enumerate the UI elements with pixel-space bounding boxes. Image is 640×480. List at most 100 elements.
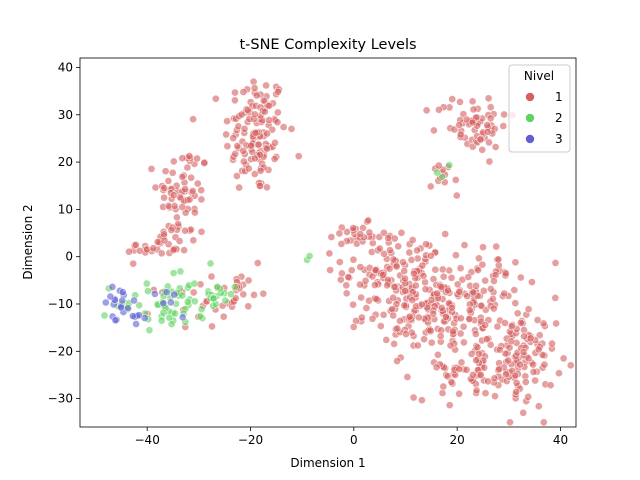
data-point-level-1 xyxy=(379,228,388,237)
data-point-level-1 xyxy=(452,191,461,200)
data-point-level-1 xyxy=(356,263,365,271)
data-point-level-1 xyxy=(501,349,510,358)
data-point-level-1 xyxy=(390,339,398,348)
data-point-level-1 xyxy=(403,373,412,381)
data-point-level-1 xyxy=(529,367,538,376)
data-point-level-1 xyxy=(539,319,548,328)
data-point-level-1 xyxy=(383,281,391,290)
data-point-level-1 xyxy=(432,363,441,372)
data-point-level-2 xyxy=(196,312,205,321)
data-point-level-2 xyxy=(206,259,215,268)
chart-title: t-SNE Complexity Levels xyxy=(239,37,416,53)
data-point-level-1 xyxy=(402,330,410,338)
data-point-level-3 xyxy=(130,296,138,305)
data-point-level-1 xyxy=(397,228,406,237)
data-point-level-2 xyxy=(178,291,187,300)
data-point-level-1 xyxy=(512,378,521,387)
data-point-level-1 xyxy=(393,324,402,333)
data-point-level-1 xyxy=(459,322,468,331)
data-point-level-1 xyxy=(250,290,258,299)
data-point-level-1 xyxy=(153,237,162,246)
data-point-level-1 xyxy=(448,303,456,312)
y-axis-title: Dimension 2 xyxy=(21,204,35,279)
data-point-level-1 xyxy=(167,226,176,234)
data-point-level-1 xyxy=(482,335,491,344)
data-point-level-1 xyxy=(463,292,472,301)
x-axis-title: Dimension 1 xyxy=(290,456,365,470)
data-point-level-3 xyxy=(178,313,187,322)
data-point-level-1 xyxy=(478,145,487,154)
data-point-level-1 xyxy=(239,146,248,155)
data-point-level-1 xyxy=(488,294,497,303)
data-point-level-1 xyxy=(368,272,377,281)
data-point-level-1 xyxy=(529,360,537,369)
data-point-level-2 xyxy=(176,267,185,276)
plot-frame xyxy=(79,57,577,428)
data-point-level-1 xyxy=(259,96,268,105)
data-point-level-1 xyxy=(256,166,265,175)
legend-label: 3 xyxy=(555,132,563,146)
data-point-level-1 xyxy=(200,159,209,167)
data-point-level-1 xyxy=(235,183,243,192)
data-point-level-1 xyxy=(500,289,509,298)
data-point-level-1 xyxy=(546,381,555,390)
data-point-level-1 xyxy=(437,303,446,312)
data-point-level-1 xyxy=(211,94,220,103)
data-point-level-1 xyxy=(143,245,151,254)
data-point-level-1 xyxy=(244,276,253,285)
data-point-level-1 xyxy=(384,234,393,242)
data-point-level-1 xyxy=(181,185,190,193)
data-point-level-1 xyxy=(253,259,262,267)
data-point-level-1 xyxy=(401,287,410,295)
data-point-level-1 xyxy=(474,254,483,263)
data-point-level-1 xyxy=(456,314,465,323)
data-point-level-1 xyxy=(365,228,374,237)
data-point-level-1 xyxy=(371,266,380,274)
data-point-level-1 xyxy=(349,322,358,331)
x-tick-label: 40 xyxy=(553,433,568,447)
data-point-level-3 xyxy=(108,282,117,291)
data-point-level-1 xyxy=(405,312,414,321)
data-point-level-1 xyxy=(516,360,524,369)
data-point-level-1 xyxy=(539,418,548,427)
y-tick-label: −30 xyxy=(48,392,73,406)
data-point-level-1 xyxy=(390,283,399,291)
data-point-level-1 xyxy=(511,371,520,380)
data-point-level-1 xyxy=(263,129,272,138)
data-point-level-2 xyxy=(167,320,176,329)
data-point-level-3 xyxy=(170,290,179,299)
data-point-level-1 xyxy=(250,84,259,92)
data-point-level-2 xyxy=(171,309,179,318)
data-point-level-1 xyxy=(263,144,271,153)
data-point-level-3 xyxy=(106,292,115,301)
data-point-level-1 xyxy=(462,365,471,374)
data-point-level-1 xyxy=(189,236,198,245)
data-point-level-1 xyxy=(250,154,259,163)
data-point-level-1 xyxy=(260,107,269,116)
data-point-level-1 xyxy=(400,267,409,275)
data-point-level-1 xyxy=(408,296,417,304)
data-point-level-1 xyxy=(197,186,206,195)
data-point-level-1 xyxy=(439,272,448,281)
data-point-level-1 xyxy=(244,164,253,173)
data-point-level-1 xyxy=(481,276,490,285)
data-point-level-1 xyxy=(499,122,508,130)
data-point-level-1 xyxy=(349,255,358,264)
data-point-level-1 xyxy=(188,187,197,195)
data-point-level-1 xyxy=(489,304,498,313)
data-point-level-1 xyxy=(495,365,504,374)
data-point-level-1 xyxy=(429,126,438,135)
data-point-level-1 xyxy=(251,128,260,137)
data-point-level-1 xyxy=(534,402,543,411)
data-point-level-1 xyxy=(232,172,241,180)
data-point-level-1 xyxy=(335,229,344,238)
data-point-level-1 xyxy=(262,81,270,90)
data-point-level-1 xyxy=(441,313,450,321)
data-point-level-1 xyxy=(231,88,239,97)
data-point-level-1 xyxy=(393,357,401,365)
data-point-level-1 xyxy=(453,280,462,289)
data-point-level-3 xyxy=(117,303,125,312)
data-point-level-1 xyxy=(472,386,481,395)
data-point-level-1 xyxy=(161,167,170,176)
data-point-level-1 xyxy=(524,392,533,401)
